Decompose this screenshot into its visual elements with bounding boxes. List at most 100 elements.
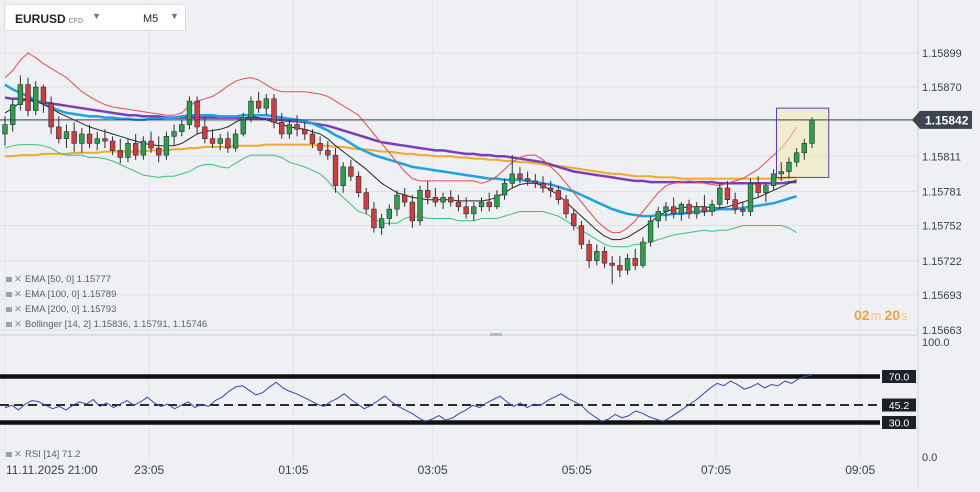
candle-body[interactable]	[348, 166, 354, 177]
candle-body[interactable]	[617, 265, 623, 271]
candle-body[interactable]	[340, 166, 346, 186]
candle-body[interactable]	[640, 241, 646, 266]
legend-row[interactable]: ✕ EMA [200, 0] 1.15793	[6, 304, 116, 315]
candle-body[interactable]	[63, 131, 70, 139]
candle-body[interactable]	[678, 204, 685, 215]
candle-body[interactable]	[225, 138, 231, 149]
candle-body[interactable]	[770, 173, 777, 186]
candle-body[interactable]	[279, 121, 285, 135]
candle-body[interactable]	[194, 100, 200, 128]
close-icon[interactable]: ✕	[14, 449, 22, 460]
candle-body[interactable]	[740, 208, 746, 212]
highlight-box[interactable]	[775, 107, 830, 178]
candle-body[interactable]	[732, 199, 738, 210]
indicator-settings-icon[interactable]	[6, 451, 12, 457]
candle-body[interactable]	[148, 140, 154, 149]
candle-body[interactable]	[401, 194, 408, 203]
candle-body[interactable]	[94, 138, 100, 144]
candle-body[interactable]	[86, 133, 93, 144]
candle-body[interactable]	[624, 258, 631, 271]
rsi-legend[interactable]: ✕ RSI [14] 71.2	[6, 449, 80, 460]
candle-body[interactable]	[294, 124, 300, 130]
candle-body[interactable]	[25, 84, 31, 111]
candle-body[interactable]	[232, 133, 239, 149]
candle-body[interactable]	[540, 182, 546, 189]
candle-body[interactable]	[501, 182, 508, 196]
candle-body[interactable]	[747, 182, 754, 212]
candle-body[interactable]	[655, 211, 661, 222]
candle-body[interactable]	[609, 262, 615, 266]
legend-row[interactable]: ✕ EMA [100, 0] 1.15789	[6, 289, 116, 300]
candle-body[interactable]	[332, 154, 339, 186]
symbol-label[interactable]: EURUSD CFD	[15, 12, 84, 26]
candle-body[interactable]	[793, 152, 800, 163]
candle-body[interactable]	[601, 251, 608, 264]
time-axis[interactable]: 11.11.2025 21:00 23:05 01:05 03:05 05:05 07:0…	[6, 463, 876, 477]
candle-body[interactable]	[425, 190, 431, 198]
candle-body[interactable]	[694, 206, 700, 215]
candle-body[interactable]	[517, 173, 523, 179]
candle-body[interactable]	[509, 173, 515, 184]
candle-body[interactable]	[786, 161, 792, 172]
candle-body[interactable]	[156, 147, 162, 156]
candle-body[interactable]	[217, 138, 223, 144]
price-axis[interactable]: 1.158991.158701.158411.158111.157811.157…	[922, 48, 962, 337]
candle-body[interactable]	[140, 140, 147, 156]
candle-body[interactable]	[594, 251, 600, 262]
candle-body[interactable]	[102, 138, 108, 142]
close-icon[interactable]: ✕	[14, 304, 22, 315]
candle-body[interactable]	[409, 201, 416, 222]
candle-body[interactable]	[17, 84, 24, 105]
legend-row[interactable]: ✕ EMA [50, 0] 1.15777	[6, 274, 111, 285]
candle-body[interactable]	[471, 206, 477, 215]
candle-body[interactable]	[486, 201, 492, 208]
chevron-down-icon[interactable]: ▼	[92, 11, 101, 21]
indicator-settings-icon[interactable]	[6, 321, 12, 327]
candle-body[interactable]	[132, 143, 139, 156]
candle-body[interactable]	[240, 117, 246, 135]
candle-body[interactable]	[763, 185, 769, 193]
close-icon[interactable]: ✕	[14, 319, 22, 330]
candle-body[interactable]	[555, 190, 562, 201]
candle-body[interactable]	[40, 86, 47, 104]
candle-body[interactable]	[2, 124, 8, 135]
candle-body[interactable]	[632, 258, 638, 266]
indicator-settings-icon[interactable]	[6, 291, 12, 297]
candle-body[interactable]	[724, 187, 731, 201]
close-icon[interactable]: ✕	[14, 289, 22, 300]
candle-body[interactable]	[563, 199, 569, 215]
candle-body[interactable]	[186, 100, 193, 125]
candle-body[interactable]	[325, 150, 331, 156]
candle-body[interactable]	[10, 104, 16, 125]
candle-body[interactable]	[302, 128, 308, 135]
candle-body[interactable]	[432, 197, 439, 203]
candle-body[interactable]	[717, 187, 723, 205]
pane-resize-handle[interactable]	[490, 333, 502, 336]
candle-body[interactable]	[271, 98, 277, 123]
candle-body[interactable]	[809, 119, 815, 144]
indicator-settings-icon[interactable]	[6, 276, 12, 282]
candle-body[interactable]	[286, 124, 293, 135]
candle-body[interactable]	[33, 86, 39, 111]
candle-body[interactable]	[48, 103, 54, 128]
candle-body[interactable]	[463, 206, 469, 215]
candle-body[interactable]	[386, 208, 392, 219]
chevron-down-icon[interactable]: ▼	[170, 11, 179, 21]
candle-body[interactable]	[755, 182, 761, 193]
candle-body[interactable]	[455, 201, 462, 208]
candle-body[interactable]	[163, 136, 170, 156]
candle-body[interactable]	[79, 133, 85, 144]
candle-body[interactable]	[578, 225, 585, 245]
candle-body[interactable]	[647, 220, 654, 243]
candle-body[interactable]	[125, 143, 131, 158]
candle-body[interactable]	[440, 197, 446, 203]
candle-body[interactable]	[209, 138, 216, 144]
candle-body[interactable]	[117, 150, 123, 158]
candle-body[interactable]	[171, 131, 177, 137]
candle-body[interactable]	[363, 192, 369, 210]
candle-body[interactable]	[701, 206, 708, 212]
close-icon[interactable]: ✕	[14, 274, 22, 285]
candle-body[interactable]	[670, 206, 677, 215]
legend-row[interactable]: ✕ Bollinger [14, 2] 1.15836, 1.15791, 1.1…	[6, 319, 207, 330]
